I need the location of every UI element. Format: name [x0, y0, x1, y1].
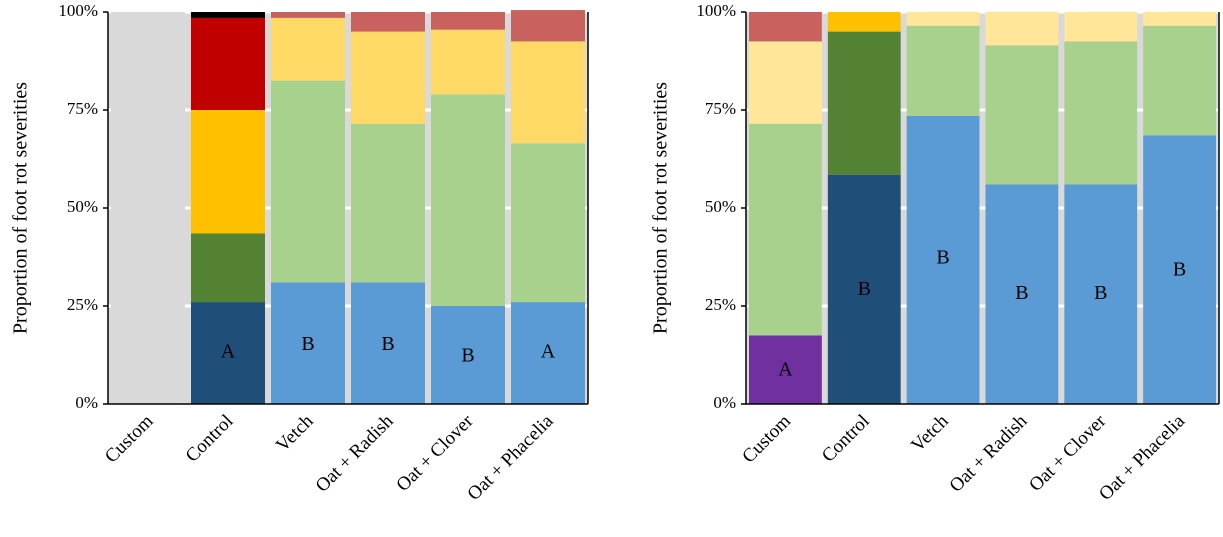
bar-segment	[1143, 25, 1216, 136]
bar-segment	[351, 282, 425, 404]
bar-segment	[985, 45, 1059, 185]
bar-segment	[1064, 12, 1138, 42]
bar-segment	[351, 12, 425, 32]
x-tick-label: Control	[182, 411, 238, 467]
bar-segment	[511, 143, 585, 303]
bar-segment	[827, 174, 901, 404]
x-tick-label: Oat + Phacelia	[463, 410, 557, 504]
bar-segment	[749, 335, 822, 404]
bar-segment	[1064, 184, 1138, 404]
bar-segment	[511, 302, 585, 404]
y-tick-label: 100%	[696, 1, 736, 20]
significance-letter: B	[381, 333, 394, 355]
bar-segment	[511, 10, 585, 42]
bar-segment	[271, 12, 345, 18]
significance-letter: B	[1094, 282, 1107, 304]
bar-segment	[906, 12, 980, 26]
bar-segment	[1143, 135, 1216, 405]
y-tick-label: 75%	[705, 99, 736, 118]
x-tick-label: Custom	[738, 411, 795, 468]
bar-segment	[191, 110, 265, 234]
bar-segment	[191, 17, 265, 111]
bar-segment	[827, 12, 901, 32]
x-tick-label: Oat + Radish	[312, 410, 398, 496]
bar-segment	[271, 282, 345, 404]
bar-segment	[351, 31, 425, 124]
bar-segment	[191, 233, 265, 303]
bar-segment	[271, 80, 345, 283]
chart-left: A B BB A0%25%50%75%100%Custom Control VetchOa…	[10, 1, 589, 505]
x-tick-label: Custom	[101, 411, 158, 468]
significance-letter: B	[1015, 282, 1028, 304]
bar-segment	[511, 41, 585, 144]
bar-segment	[191, 12, 265, 18]
bar-segment	[1064, 41, 1138, 185]
x-tick-label: Oat + Clover	[1025, 410, 1111, 496]
y-tick-label: 50%	[705, 197, 736, 216]
y-tick-label: 0%	[75, 393, 98, 412]
bar-segment	[431, 94, 505, 306]
x-tick-label: Oat + Radish	[946, 410, 1032, 496]
bar-segment	[431, 29, 505, 95]
bar-segment	[827, 31, 901, 175]
x-tick-label: Control	[818, 411, 874, 467]
y-axis-title: Proportion of foot rot severities	[650, 82, 672, 334]
bar-segment	[431, 306, 505, 404]
significance-letter: A	[778, 358, 793, 380]
bar-segment	[985, 12, 1059, 46]
bar-segment	[985, 184, 1059, 404]
bar-segment	[191, 302, 265, 404]
bar-segment	[431, 12, 505, 30]
bar-segment	[749, 123, 822, 336]
x-tick-label: Oat + Clover	[392, 410, 478, 496]
bar-segment	[749, 12, 822, 42]
bar-segment	[111, 12, 185, 404]
y-tick-label: 75%	[67, 99, 98, 118]
significance-letter: B	[936, 247, 949, 269]
significance-letter: B	[301, 333, 314, 355]
significance-letter: A	[541, 341, 556, 363]
significance-letter: B	[858, 278, 871, 300]
bar-segment	[906, 25, 980, 116]
bar-segment	[906, 115, 980, 404]
x-tick-label: Vetch	[272, 410, 318, 456]
y-tick-label: 100%	[58, 1, 98, 20]
y-tick-label: 25%	[705, 295, 736, 314]
significance-letter: A	[221, 341, 236, 363]
y-axis-title: Proportion of foot rot severities	[10, 82, 32, 334]
significance-letter: B	[461, 345, 474, 367]
bar-segment	[1143, 12, 1216, 26]
bar-segment	[271, 17, 345, 81]
significance-letter: B	[1173, 258, 1186, 280]
y-tick-label: 0%	[713, 393, 736, 412]
x-tick-label: Vetch	[907, 410, 953, 456]
y-tick-label: 50%	[67, 197, 98, 216]
y-tick-label: 25%	[67, 295, 98, 314]
bar-segment	[351, 123, 425, 283]
x-tick-label: Oat + Phacelia	[1095, 410, 1189, 504]
bar-segment	[749, 41, 822, 124]
